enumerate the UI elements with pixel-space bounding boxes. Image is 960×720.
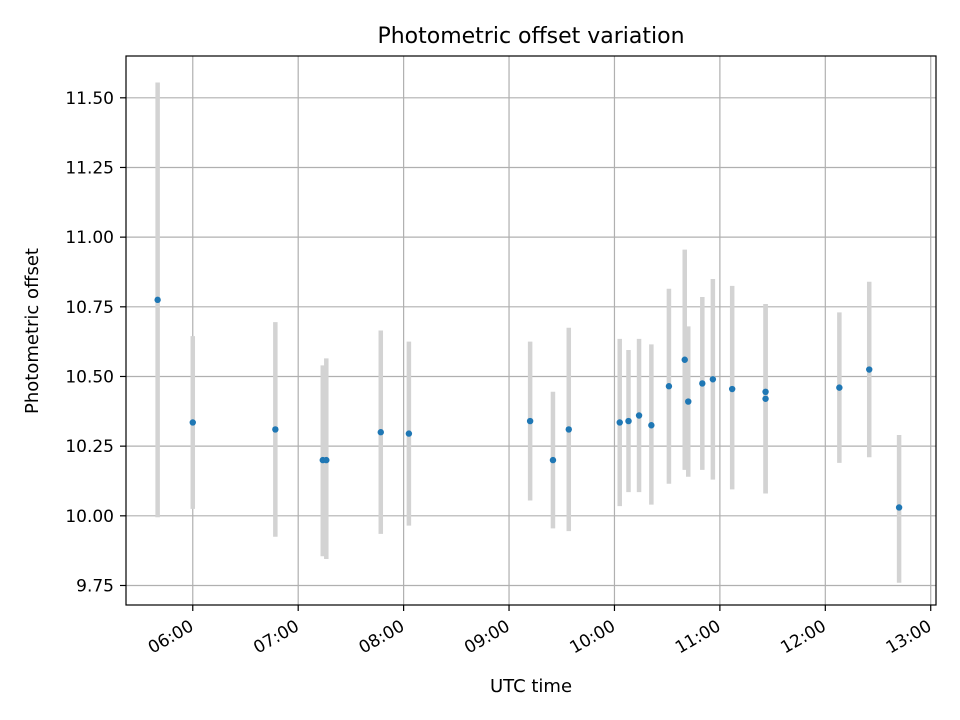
x-axis-label: UTC time xyxy=(490,676,572,697)
y-tick-label: 11.00 xyxy=(65,228,114,248)
data-point xyxy=(648,422,655,429)
data-point xyxy=(709,376,717,383)
data-point xyxy=(895,504,903,511)
data-point xyxy=(836,384,843,391)
data-point xyxy=(526,417,534,425)
data-point xyxy=(565,426,572,433)
marker-layer xyxy=(154,296,903,511)
axes-frame xyxy=(125,55,937,606)
data-point xyxy=(699,380,706,387)
y-tick-label: 11.50 xyxy=(65,89,114,109)
data-point xyxy=(189,419,196,426)
data-point xyxy=(866,366,873,373)
grid-layer xyxy=(126,56,936,605)
y-tick-label: 10.25 xyxy=(65,437,114,457)
data-point xyxy=(681,356,688,363)
y-axis-label: Photometric offset xyxy=(22,248,43,414)
data-point xyxy=(549,456,557,464)
y-tick-label: 11.25 xyxy=(65,158,114,178)
y-tick-label: 9.75 xyxy=(76,576,114,596)
data-point xyxy=(762,395,769,402)
data-point xyxy=(616,419,623,426)
data-point xyxy=(625,417,632,425)
data-point xyxy=(762,388,769,396)
chart-title: Photometric offset variation xyxy=(377,24,684,49)
data-point xyxy=(685,398,692,405)
data-point xyxy=(665,383,673,390)
data-point xyxy=(154,296,161,304)
data-point xyxy=(635,412,643,419)
data-point xyxy=(728,385,736,393)
y-tick-label: 10.00 xyxy=(65,507,114,527)
data-point xyxy=(405,430,413,437)
data-point xyxy=(377,429,384,436)
data-point xyxy=(323,456,330,464)
y-tick-label: 10.75 xyxy=(65,298,114,318)
data-point xyxy=(272,426,279,433)
y-tick-label: 10.50 xyxy=(65,367,114,387)
